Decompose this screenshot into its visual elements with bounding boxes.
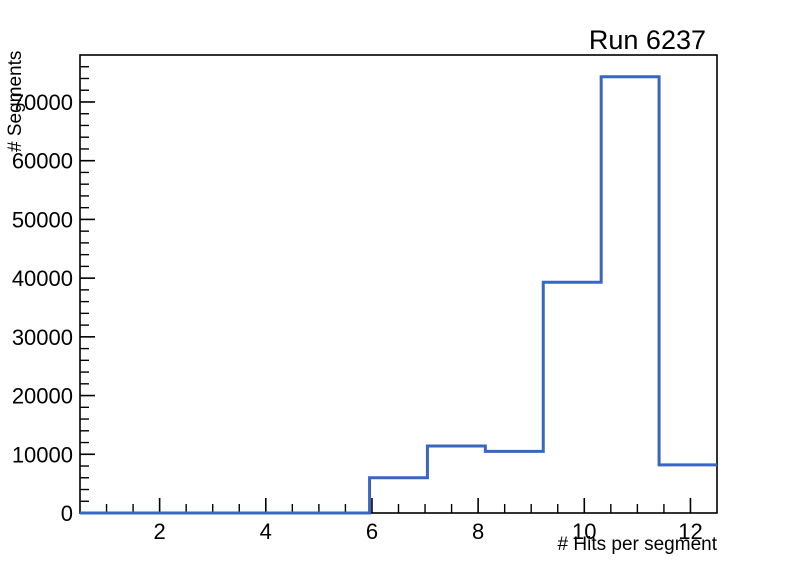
y-tick-label: 50000 (12, 207, 73, 232)
y-tick-label: 0 (61, 501, 73, 526)
y-tick-label: 10000 (12, 442, 73, 467)
x-tick-label: 4 (260, 519, 272, 544)
y-tick-label: 20000 (12, 384, 73, 409)
y-tick-label: 40000 (12, 266, 73, 291)
x-tick-label: 12 (678, 519, 702, 544)
y-axis-title: # Segments (5, 50, 26, 152)
histogram-line (80, 75, 717, 515)
x-tick-label: 8 (472, 519, 484, 544)
x-tick-label: 2 (154, 519, 166, 544)
x-tick-label: 6 (366, 519, 378, 544)
x-tick-label: 10 (572, 519, 596, 544)
x-axis-title: # Hits per segment (557, 534, 717, 555)
y-tick-label: 70000 (12, 90, 73, 115)
y-tick-label: 60000 (12, 149, 73, 174)
chart-title: Run 6237 (588, 25, 706, 55)
y-tick-label: 30000 (12, 325, 73, 350)
plot-frame (79, 54, 718, 514)
